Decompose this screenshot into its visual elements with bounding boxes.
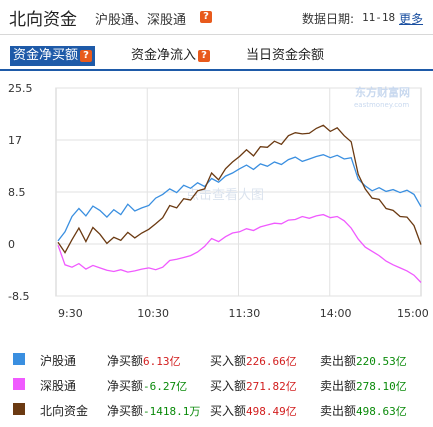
y-tick-label: 25.5 (8, 82, 33, 95)
legend-swatch (13, 378, 25, 390)
x-axis-ticks: 9:30 10:30 11:30 14:00 15:00 (58, 307, 429, 320)
watermark: 东方财富网 eastmoney.com 点击查看大图 (186, 85, 410, 203)
legend-net: 净买额6.13亿 (107, 352, 181, 369)
legend-swatch (13, 353, 25, 365)
legend-row-sh: 沪股通 净买额6.13亿 买入额226.66亿 卖出额220.53亿 (0, 349, 433, 369)
chart-series (57, 124, 422, 283)
more-link[interactable]: 更多 (399, 12, 424, 26)
series-line (57, 213, 422, 283)
legend-row-north: 北向资金 净买额-1418.1万 买入额498.49亿 卖出额498.63亿 (0, 399, 433, 419)
help-icon[interactable]: ? (80, 49, 93, 62)
panel-subtitle: 沪股通、深股通 (95, 13, 187, 28)
y-axis-ticks: 25.5 17 8.5 0 -8.5 (8, 82, 33, 303)
tab-net-inflow-label: 资金净流入 (131, 48, 197, 63)
sell-label: 卖出额 (320, 404, 357, 418)
series-line (57, 154, 422, 242)
watermark-center-text: 点击查看大图 (186, 187, 264, 203)
tab-daily-balance-label: 当日资金余额 (246, 48, 325, 63)
buy-value: 226.66亿 (246, 355, 297, 368)
tab-bar: 资金净买额? 资金净流入? 当日资金余额 (0, 43, 433, 71)
watermark-text: 东方财富网 (355, 85, 410, 99)
y-tick-label: -8.5 (8, 290, 29, 303)
y-tick-label: 0 (8, 238, 15, 251)
series-line (57, 124, 422, 254)
buy-value: 498.49亿 (246, 405, 297, 418)
legend-sell: 卖出额278.10亿 (320, 377, 407, 394)
panel-title: 北向资金 (9, 10, 77, 30)
sell-value: 278.10亿 (356, 380, 407, 393)
legend-name: 北向资金 (40, 404, 89, 418)
help-icon[interactable]: ? (198, 49, 211, 62)
buy-value: 271.82亿 (246, 380, 297, 393)
buy-label: 买入额 (210, 404, 247, 418)
net-label: 净买额 (107, 354, 144, 368)
net-label: 净买额 (107, 404, 144, 418)
net-value: 6.13亿 (143, 355, 181, 368)
sell-value: 220.53亿 (356, 355, 407, 368)
x-tick-label: 11:30 (229, 307, 261, 320)
legend-swatch (13, 403, 25, 415)
legend-name: 深股通 (40, 379, 77, 393)
sell-value: 498.63亿 (356, 405, 407, 418)
legend-row-sz: 深股通 净买额-6.27亿 买入额271.82亿 卖出额278.10亿 (0, 374, 433, 394)
sell-label: 卖出额 (320, 379, 357, 393)
date-value: 11-18 (362, 11, 396, 24)
legend-name: 沪股通 (40, 354, 77, 368)
buy-label: 买入额 (210, 354, 247, 368)
chart-grid (55, 87, 422, 297)
date-label: 数据日期: (302, 12, 355, 26)
legend-buy: 买入额271.82亿 (210, 377, 297, 394)
net-label: 净买额 (107, 379, 144, 393)
help-icon[interactable]: ? (200, 11, 212, 23)
net-value: -6.27亿 (143, 380, 188, 393)
sell-label: 卖出额 (320, 354, 357, 368)
tab-net-buy[interactable]: 资金净买额? (10, 46, 96, 66)
x-tick-label: 10:30 (137, 307, 169, 320)
panel-header: 北向资金 沪股通、深股通 ? 数据日期: 11-18 更多 (0, 0, 433, 35)
net-value: -1418.1万 (143, 405, 201, 418)
watermark-subtext: eastmoney.com (354, 101, 409, 109)
y-tick-label: 17 (8, 134, 22, 147)
x-tick-label: 15:00 (397, 307, 429, 320)
legend-net: 净买额-1418.1万 (107, 402, 200, 419)
tab-daily-balance[interactable]: 当日资金余额 (246, 46, 324, 66)
tab-net-inflow[interactable]: 资金净流入? (131, 46, 211, 66)
tab-net-buy-label: 资金净买额 (13, 48, 79, 63)
x-tick-label: 9:30 (58, 307, 83, 320)
legend-sell: 卖出额498.63亿 (320, 402, 407, 419)
legend-net: 净买额-6.27亿 (107, 377, 187, 394)
buy-label: 买入额 (210, 379, 247, 393)
legend-sell: 卖出额220.53亿 (320, 352, 407, 369)
legend-buy: 买入额226.66亿 (210, 352, 297, 369)
y-tick-label: 8.5 (8, 186, 26, 199)
x-tick-label: 14:00 (320, 307, 352, 320)
legend-buy: 买入额498.49亿 (210, 402, 297, 419)
